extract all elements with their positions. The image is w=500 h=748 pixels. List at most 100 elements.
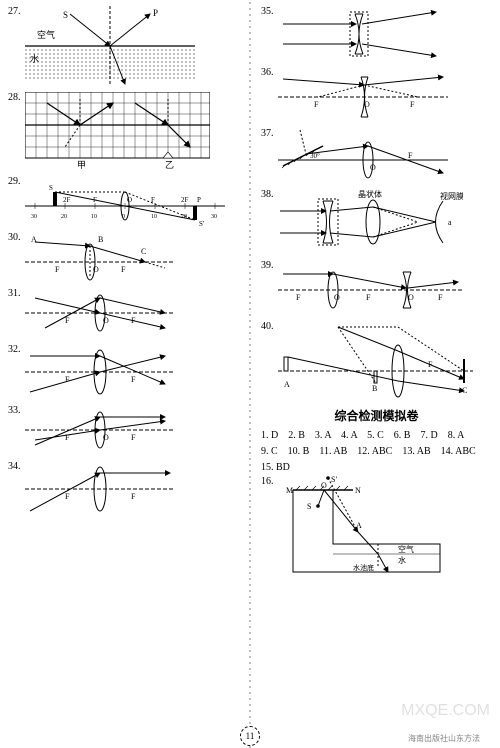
- q32-number: 32.: [8, 344, 21, 355]
- svg-text:C: C: [141, 247, 146, 256]
- svg-text:F: F: [366, 293, 371, 302]
- q31-number: 31.: [8, 288, 21, 299]
- svg-text:30: 30: [211, 214, 217, 220]
- q16-number: 16.: [261, 476, 274, 487]
- svg-text:O: O: [321, 481, 327, 490]
- svg-text:O: O: [127, 196, 132, 204]
- q39-number: 39.: [261, 260, 274, 271]
- svg-text:20: 20: [61, 214, 67, 220]
- svg-text:F: F: [65, 433, 70, 442]
- left-column: 27.: [0, 0, 247, 748]
- svg-text:S′: S′: [331, 476, 337, 484]
- svg-text:视网膜: 视网膜: [440, 191, 463, 201]
- q40-diagram: A B C F: [278, 321, 473, 401]
- svg-text:O: O: [93, 265, 99, 274]
- q29-diagram: 30 20 10 0 10 20 30 S: [25, 176, 225, 226]
- svg-text:O: O: [103, 433, 109, 442]
- answers-section: 综合检测模拟卷 1. D 2. B 3. A 4. A 5. C 6. B 7.…: [261, 407, 492, 476]
- svg-text:F: F: [121, 265, 126, 274]
- q31-diagram: F O F: [25, 288, 175, 338]
- q28-number: 28.: [8, 92, 21, 103]
- svg-text:F: F: [65, 316, 70, 325]
- svg-text:F: F: [438, 293, 443, 302]
- svg-text:晶状体: 晶状体: [358, 189, 382, 199]
- svg-text:O: O: [408, 293, 414, 302]
- q40: 40. A B C F: [261, 321, 492, 401]
- svg-text:B: B: [98, 235, 103, 244]
- svg-text:F: F: [65, 492, 70, 501]
- svg-text:F: F: [55, 265, 60, 274]
- svg-text:O: O: [334, 293, 340, 302]
- svg-text:M: M: [286, 486, 293, 495]
- q28-a: 甲: [77, 160, 86, 170]
- svg-text:水池底: 水池底: [353, 563, 374, 572]
- q30-diagram: A B C F O F: [25, 232, 175, 282]
- q32-diagram: F F: [25, 344, 175, 399]
- q27-S: S: [63, 10, 68, 20]
- q38: 38. 晶状体 视网膜 a: [261, 189, 492, 254]
- svg-text:F: F: [131, 492, 136, 501]
- q31: 31. F O F: [8, 288, 239, 338]
- svg-text:2F: 2F: [181, 196, 189, 204]
- answers-line-3: 15. BD: [261, 460, 492, 476]
- svg-text:F: F: [410, 100, 415, 109]
- svg-text:B: B: [372, 384, 377, 393]
- q38-number: 38.: [261, 189, 274, 200]
- svg-text:O: O: [364, 100, 370, 109]
- answers-line-2: 9. C 10. B 11. AB 12. ABC 13. AB 14. ABC: [261, 444, 492, 460]
- q34-diagram: F F: [25, 461, 175, 516]
- q27-number: 27.: [8, 6, 21, 17]
- q30-number: 30.: [8, 232, 21, 243]
- svg-text:a: a: [448, 218, 452, 227]
- page-number: 11: [240, 726, 260, 746]
- svg-text:A: A: [356, 521, 362, 530]
- q39-diagram: F O F O F: [278, 260, 463, 315]
- svg-text:O: O: [103, 316, 109, 325]
- q37-number: 37.: [261, 128, 274, 139]
- answers-line-1: 1. D 2. B 3. A 4. A 5. C 6. B 7. D 8. A: [261, 428, 492, 444]
- svg-text:10: 10: [151, 214, 157, 220]
- svg-text:10: 10: [91, 214, 97, 220]
- q40-number: 40.: [261, 321, 274, 332]
- q37-diagram: 30° O F: [278, 128, 448, 183]
- svg-text:F: F: [314, 100, 319, 109]
- answers-title: 综合检测模拟卷: [261, 407, 492, 424]
- svg-text:A: A: [31, 235, 37, 244]
- q27-P: P: [153, 8, 158, 18]
- q36-number: 36.: [261, 67, 274, 78]
- q35: 35.: [261, 6, 492, 61]
- q32: 32. F F: [8, 344, 239, 399]
- q33-number: 33.: [8, 405, 21, 416]
- q36-diagram: F O F: [278, 67, 448, 122]
- svg-text:F: F: [131, 316, 136, 325]
- svg-text:O: O: [370, 163, 376, 172]
- q37: 37. 30° O F: [261, 128, 492, 183]
- svg-text:F: F: [151, 196, 155, 204]
- svg-text:F: F: [131, 375, 136, 384]
- svg-text:P: P: [197, 196, 201, 204]
- svg-text:2F: 2F: [63, 196, 71, 204]
- q39: 39. F O F O F: [261, 260, 492, 315]
- q36: 36. F O F: [261, 67, 492, 122]
- column-divider: [249, 0, 251, 748]
- q38-diagram: 晶状体 视网膜 a: [278, 189, 463, 254]
- q28-b: 乙: [165, 160, 174, 170]
- q27-water: 水: [30, 53, 39, 64]
- right-column: 35. 36.: [253, 0, 500, 748]
- svg-text:F: F: [408, 151, 413, 160]
- svg-text:A: A: [284, 380, 290, 389]
- q33-diagram: F O F: [25, 405, 175, 455]
- q27: 27.: [8, 6, 239, 86]
- q29-number: 29.: [8, 176, 21, 187]
- svg-text:空气: 空气: [398, 544, 414, 554]
- svg-text:F: F: [131, 433, 136, 442]
- svg-text:S: S: [307, 502, 311, 511]
- q29: 29. 30 20 10 0 10 20: [8, 176, 239, 226]
- q33: 33. F O F: [8, 405, 239, 455]
- q28: 28.: [8, 92, 239, 170]
- q34: 34. F F: [8, 461, 239, 516]
- svg-text:S: S: [49, 184, 53, 192]
- svg-text:F: F: [65, 375, 70, 384]
- svg-text:30: 30: [31, 214, 37, 220]
- q35-diagram: [278, 6, 443, 61]
